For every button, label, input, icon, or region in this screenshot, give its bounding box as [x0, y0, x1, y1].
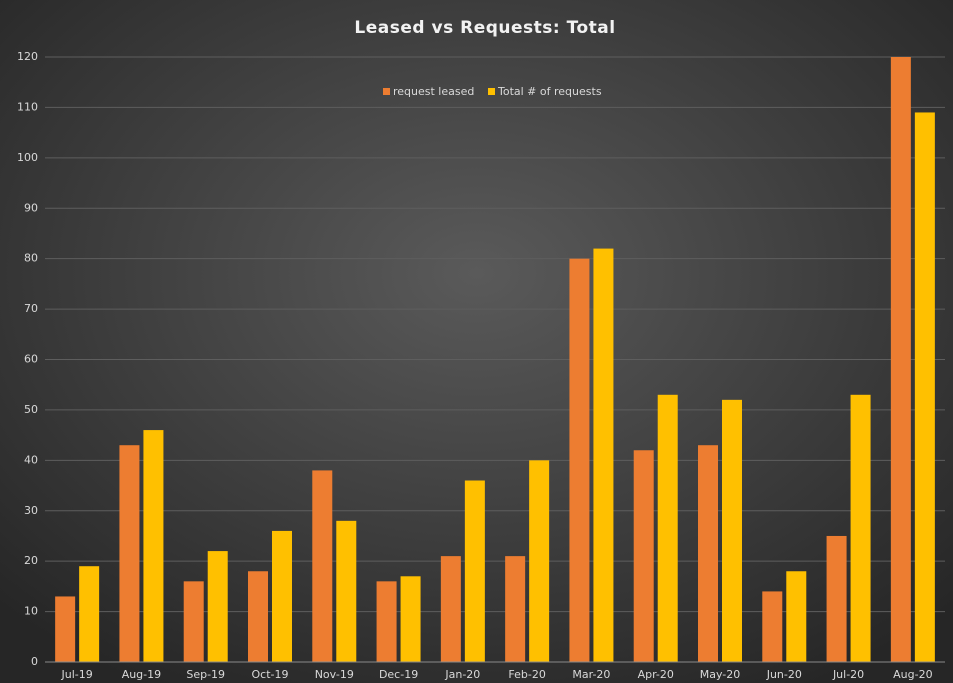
bar: [55, 596, 76, 662]
bar: [312, 470, 333, 662]
legend-label: Total # of requests: [497, 85, 602, 98]
x-tick-label: Mar-20: [572, 668, 610, 681]
bar: [207, 551, 228, 662]
y-tick-label: 0: [31, 655, 38, 668]
y-tick-label: 110: [17, 100, 38, 113]
bar: [119, 445, 140, 662]
bar: [633, 450, 654, 662]
y-tick-label: 80: [24, 252, 38, 265]
bar: [248, 571, 268, 662]
bar: [850, 394, 871, 662]
bar: [529, 460, 550, 662]
bar: [376, 581, 397, 662]
chart-title: Leased vs Requests: Total: [354, 18, 615, 38]
bar: [826, 535, 847, 662]
y-tick-label: 20: [24, 554, 38, 567]
y-tick-label: 10: [24, 605, 38, 618]
bar: [336, 520, 357, 662]
bar: [914, 112, 935, 663]
x-tick-label: Oct-19: [252, 668, 289, 681]
bar: [722, 399, 742, 662]
y-tick-label: 90: [24, 201, 38, 214]
y-tick-label: 40: [24, 453, 38, 466]
bar: [272, 530, 292, 662]
bar: [183, 581, 204, 662]
x-tick-label: Nov-19: [315, 668, 354, 681]
x-tick-label: Dec-19: [379, 668, 418, 681]
x-tick-label: Sep-19: [186, 668, 225, 681]
x-tick-label: Jul-20: [832, 668, 864, 681]
bar: [143, 430, 164, 662]
bar: [593, 248, 614, 663]
bar: [762, 591, 783, 662]
y-tick-label: 120: [17, 50, 38, 63]
x-tick-label: Aug-19: [122, 668, 161, 681]
y-tick-label: 50: [24, 403, 38, 416]
x-tick-label: Jun-20: [766, 668, 802, 681]
x-tick-label: May-20: [700, 668, 741, 681]
x-tick-label: Feb-20: [508, 668, 545, 681]
bar: [400, 576, 421, 662]
legend-label: request leased: [393, 85, 474, 98]
bar: [440, 556, 461, 662]
legend-swatch: [383, 88, 390, 95]
y-tick-label: 70: [24, 302, 38, 315]
bar: [79, 566, 100, 662]
bar: [698, 445, 718, 662]
bar: [657, 394, 678, 662]
x-tick-label: Jul-19: [61, 668, 93, 681]
x-tick-label: Aug-20: [893, 668, 932, 681]
y-tick-label: 100: [17, 151, 38, 164]
x-tick-label: Jan-20: [444, 668, 480, 681]
bar: [890, 57, 911, 662]
legend-swatch: [488, 88, 495, 95]
y-tick-label: 60: [24, 353, 38, 366]
bar: [786, 571, 807, 662]
bar: [464, 480, 485, 662]
y-tick-label: 30: [24, 504, 38, 517]
bar: [505, 556, 526, 662]
x-tick-label: Apr-20: [638, 668, 674, 681]
bar: [569, 258, 590, 662]
